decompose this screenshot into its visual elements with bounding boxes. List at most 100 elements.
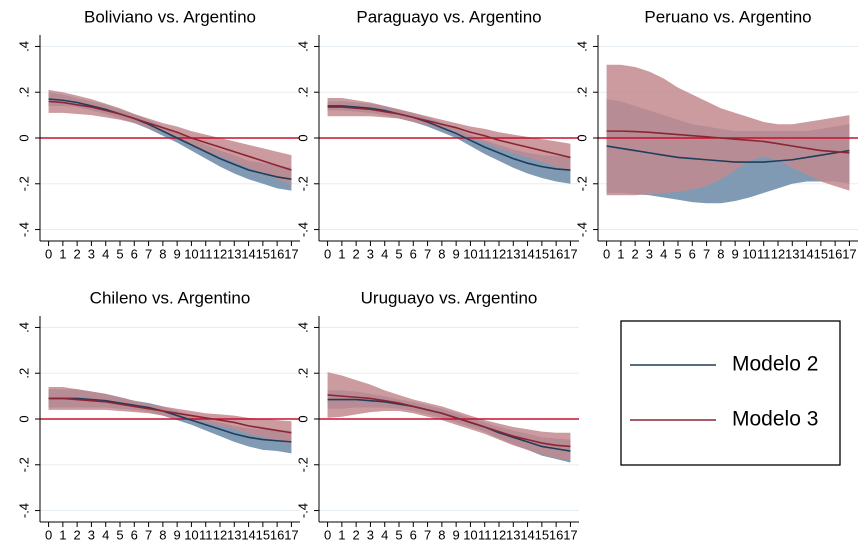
- x-tick-label: 5: [674, 246, 681, 261]
- legend-label: Modelo 3: [732, 408, 818, 431]
- x-tick-label: 5: [116, 246, 123, 261]
- confidence-band: [327, 97, 571, 172]
- x-tick-label: 14: [241, 527, 255, 542]
- x-tick-label: 9: [453, 527, 460, 542]
- x-tick-label: 7: [424, 527, 431, 542]
- y-tick-label: .4: [574, 41, 589, 52]
- series-line: [48, 397, 292, 443]
- x-tick-label: 13: [785, 246, 799, 261]
- series-line: [327, 105, 571, 171]
- y-tick-label: -.2: [16, 176, 31, 191]
- series-line: [606, 130, 850, 154]
- x-tick-label: 0: [45, 246, 52, 261]
- x-tick-label: 12: [213, 246, 227, 261]
- x-tick-label: 10: [742, 246, 756, 261]
- x-tick-label: 4: [102, 527, 109, 542]
- y-tick-label: -.2: [295, 176, 310, 191]
- x-tick-label: 0: [45, 527, 52, 542]
- x-tick-label: 5: [395, 527, 402, 542]
- y-tick-label: 0: [295, 415, 310, 422]
- x-tick-label: 9: [732, 246, 739, 261]
- x-tick-label: 8: [717, 246, 724, 261]
- y-tick-label: .2: [295, 368, 310, 379]
- x-tick-label: 14: [241, 246, 255, 261]
- x-tick-label: 8: [159, 527, 166, 542]
- y-tick-label: .2: [16, 87, 31, 98]
- x-tick-label: 4: [660, 246, 667, 261]
- x-tick-label: 12: [213, 527, 227, 542]
- y-tick-label: .2: [295, 87, 310, 98]
- y-tick-label: .4: [295, 41, 310, 52]
- y-tick-label: -.4: [574, 222, 589, 237]
- x-tick-label: 13: [506, 246, 520, 261]
- x-tick-label: 8: [438, 246, 445, 261]
- x-tick-label: 6: [410, 527, 417, 542]
- x-tick-label: 16: [549, 246, 563, 261]
- x-tick-label: 3: [646, 246, 653, 261]
- x-tick-label: 15: [535, 246, 549, 261]
- x-tick-label: 6: [410, 246, 417, 261]
- x-tick-label: 8: [159, 246, 166, 261]
- y-tick-label: -.4: [16, 503, 31, 518]
- x-tick-label: 17: [563, 246, 577, 261]
- x-tick-label: 17: [284, 527, 298, 542]
- x-tick-label: 16: [549, 527, 563, 542]
- y-tick-label: 0: [295, 134, 310, 141]
- x-tick-label: 11: [199, 246, 213, 261]
- y-tick-label: -.2: [574, 176, 589, 191]
- panel-title: Paraguayo vs. Argentino: [356, 7, 541, 26]
- y-tick-label: -.4: [295, 503, 310, 518]
- x-tick-label: 13: [227, 246, 241, 261]
- x-tick-label: 14: [520, 527, 534, 542]
- x-tick-label: 6: [131, 527, 138, 542]
- series-line: [327, 106, 571, 159]
- y-tick-label: -.2: [295, 457, 310, 472]
- x-tick-label: 15: [256, 527, 270, 542]
- x-tick-label: 9: [174, 246, 181, 261]
- x-tick-label: 2: [353, 246, 360, 261]
- x-tick-label: 14: [799, 246, 813, 261]
- x-tick-label: 5: [116, 527, 123, 542]
- x-tick-label: 10: [463, 246, 477, 261]
- y-tick-label: 0: [16, 415, 31, 422]
- x-tick-label: 10: [463, 527, 477, 542]
- x-tick-label: 3: [88, 527, 95, 542]
- x-tick-label: 2: [74, 246, 81, 261]
- x-tick-label: 5: [395, 246, 402, 261]
- x-tick-label: 12: [492, 246, 506, 261]
- y-tick-label: .4: [16, 41, 31, 52]
- x-tick-label: 9: [174, 527, 181, 542]
- x-tick-label: 11: [757, 246, 771, 261]
- x-tick-label: 16: [270, 527, 284, 542]
- confidence-band: [327, 101, 571, 184]
- x-tick-label: 0: [603, 246, 610, 261]
- x-tick-label: 7: [145, 246, 152, 261]
- confidence-band: [606, 64, 850, 196]
- x-tick-label: 1: [338, 246, 345, 261]
- y-tick-label: .4: [295, 322, 310, 333]
- x-tick-label: 14: [520, 246, 534, 261]
- x-tick-label: 1: [59, 527, 66, 542]
- x-tick-label: 17: [563, 527, 577, 542]
- x-tick-label: 17: [842, 246, 856, 261]
- x-tick-label: 13: [506, 527, 520, 542]
- x-tick-label: 16: [270, 246, 284, 261]
- y-tick-label: 0: [16, 134, 31, 141]
- x-tick-label: 1: [338, 527, 345, 542]
- x-tick-label: 2: [632, 246, 639, 261]
- series-line: [327, 394, 571, 448]
- series-line: [48, 397, 292, 434]
- series-line: [48, 100, 292, 171]
- x-tick-label: 2: [353, 527, 360, 542]
- y-tick-label: .2: [574, 87, 589, 98]
- y-tick-label: .4: [16, 322, 31, 333]
- x-tick-label: 4: [102, 246, 109, 261]
- x-tick-label: 4: [381, 246, 388, 261]
- x-tick-label: 16: [828, 246, 842, 261]
- series-line: [606, 145, 850, 163]
- x-tick-label: 12: [771, 246, 785, 261]
- panel-title: Uruguayo vs. Argentino: [361, 288, 538, 307]
- series-line: [48, 98, 292, 180]
- panel-title: Chileno vs. Argentino: [90, 288, 251, 307]
